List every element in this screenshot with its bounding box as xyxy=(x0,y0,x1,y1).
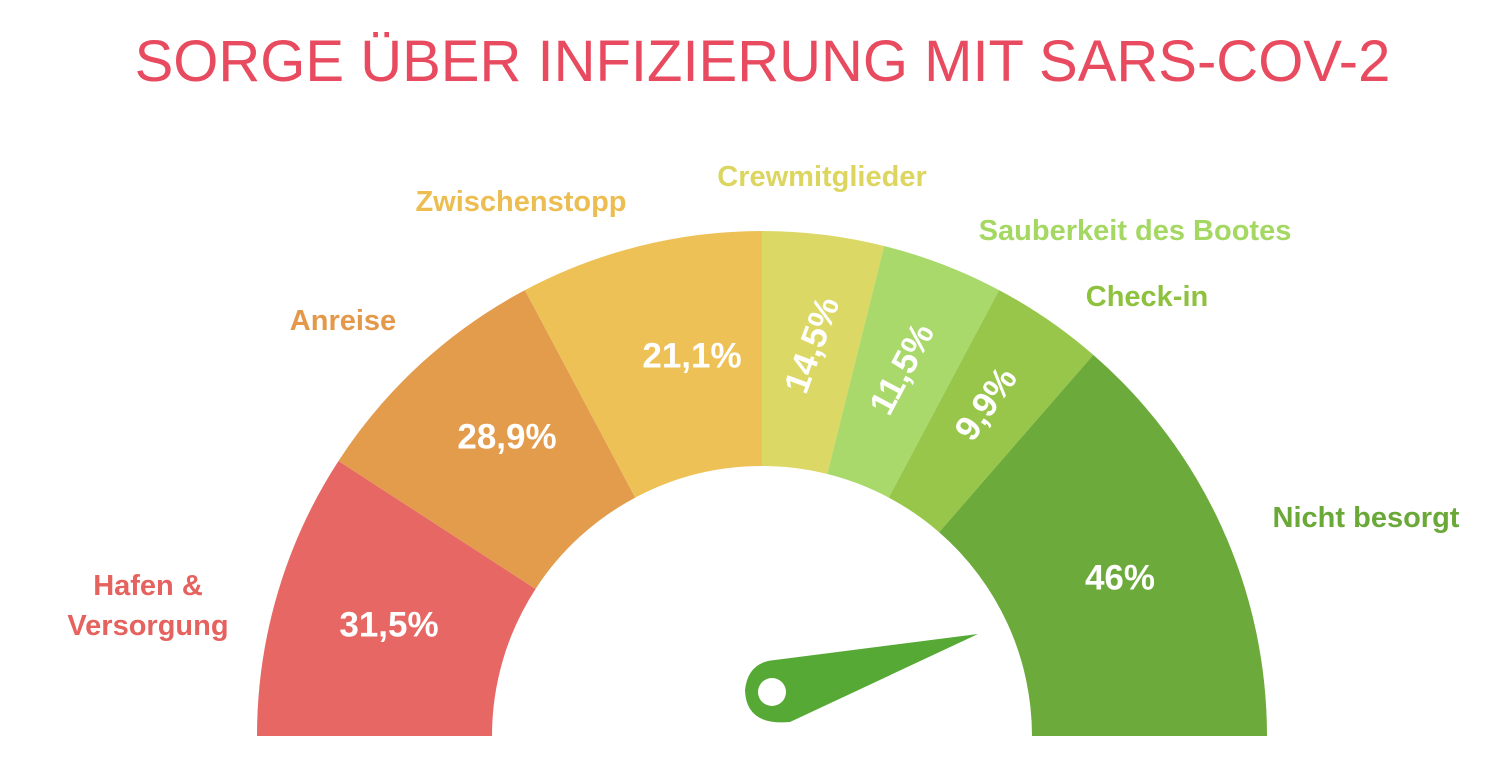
gauge-value-label: 31,5% xyxy=(339,606,438,645)
gauge-value-label: 28,9% xyxy=(457,418,556,457)
needle-hub xyxy=(758,678,786,706)
chart-title: SORGE ÜBER INFIZIERUNG MIT SARS-COV-2 xyxy=(134,29,1391,94)
gauge-category-label: Anreise xyxy=(290,305,396,337)
gauge-segments xyxy=(257,231,1267,736)
gauge-segment xyxy=(338,290,636,589)
gauge-segment xyxy=(257,460,536,736)
gauge-segment xyxy=(888,290,1094,533)
gauge-segment xyxy=(939,354,1267,736)
gauge-value-label: 46% xyxy=(1085,559,1155,598)
gauge-segment xyxy=(524,231,762,498)
gauge-segment xyxy=(827,246,1000,498)
gauge-category-label: Hafen & Versorgung xyxy=(67,570,228,642)
gauge-category-label: Sauberkeit des Bootes xyxy=(979,215,1292,247)
needle-pointer xyxy=(745,634,978,723)
gauge-needle xyxy=(745,634,978,723)
gauge-category-label: Crewmitglieder xyxy=(717,161,927,193)
gauge-segment xyxy=(762,231,885,475)
gauge-category-label: Check-in xyxy=(1086,281,1208,313)
gauge-category-label: Zwischenstopp xyxy=(415,186,626,218)
gauge-value-label: 21,1% xyxy=(642,337,741,376)
gauge-category-labels: Hafen & Versorgung Anreise Zwischenstopp Cre… xyxy=(67,161,1459,642)
gauge-category-label: Nicht besorgt xyxy=(1273,502,1460,534)
